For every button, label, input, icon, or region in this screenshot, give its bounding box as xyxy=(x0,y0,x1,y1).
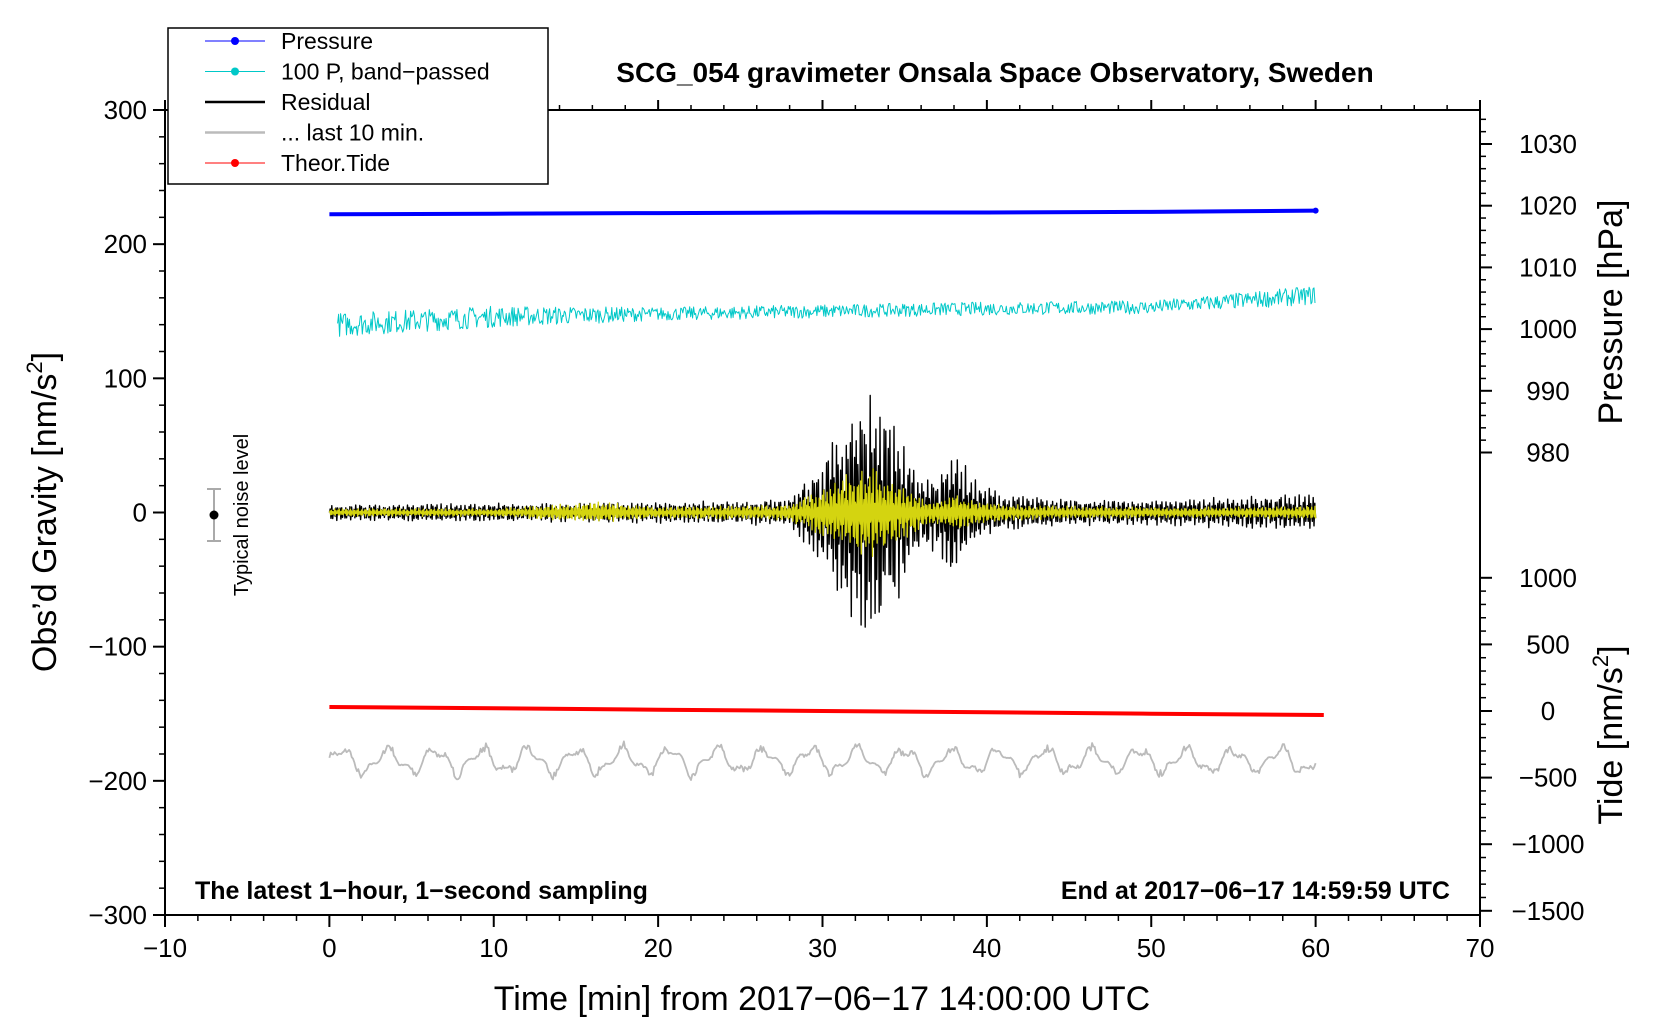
x-tick-label: 20 xyxy=(644,933,673,963)
y-tick-label: 300 xyxy=(104,95,147,125)
annotation-sampling: The latest 1−hour, 1−second sampling xyxy=(195,877,648,905)
series-pressure-end-marker xyxy=(1312,207,1319,214)
annotation-end-time: End at 2017−06−17 14:59:59 UTC xyxy=(1061,877,1450,905)
legend-box xyxy=(167,27,549,185)
pressure-tick-label: 1030 xyxy=(1519,129,1577,159)
y-axis-title-tide-sup: 2 xyxy=(1588,655,1613,667)
tide-tick-label: 1000 xyxy=(1519,563,1577,593)
x-tick-label: −10 xyxy=(143,933,187,963)
legend-label: ... last 10 min. xyxy=(281,120,424,146)
y-axis-title-tide: Tide [nm/s2] xyxy=(1588,645,1630,824)
x-tick-label: 40 xyxy=(972,933,1001,963)
y-tick-label: 200 xyxy=(104,229,147,259)
tide-tick-label: −500 xyxy=(1519,763,1578,793)
pressure-tick-label: 1020 xyxy=(1519,191,1577,221)
tide-tick-label: 500 xyxy=(1526,629,1569,659)
y-tick-label: 0 xyxy=(133,498,147,528)
series-last-10-min xyxy=(328,740,1317,781)
y-axis-title-gravity: Obs’d Gravity [nm/s2] xyxy=(22,352,64,672)
series-pressure xyxy=(329,208,1316,217)
legend-marker xyxy=(231,37,239,45)
noise-level-indicator: Typical noise level xyxy=(207,434,253,596)
legend-marker xyxy=(231,67,239,76)
y-axis-title-gravity-sup: 2 xyxy=(22,361,47,373)
noise-level-dot xyxy=(209,510,219,520)
x-tick-label: 10 xyxy=(479,933,508,963)
pressure-tick-label: 990 xyxy=(1526,376,1569,406)
chart-title: SCG_054 gravimeter Onsala Space Observat… xyxy=(616,57,1373,88)
tide-tick-label: −1000 xyxy=(1511,829,1584,859)
tide-tick-label: 0 xyxy=(1541,696,1555,726)
legend-entries: Pressure 100 P, band−passed Residual ... la… xyxy=(205,28,490,176)
y-tick-label: −100 xyxy=(88,632,147,662)
noise-level-label: Typical noise level xyxy=(231,434,253,596)
ticks-layer: −10 0 10 20 30 40 50 60 703002001000−100−200−300… xyxy=(88,95,1584,963)
series-theoretical-tide xyxy=(329,705,1324,717)
pressure-tick-label: 1000 xyxy=(1519,314,1577,344)
legend-label: Residual xyxy=(281,89,371,115)
y-axis-title-tide-main: Tide [nm/s xyxy=(1592,667,1630,824)
series-filtered xyxy=(328,468,1317,558)
legend-label: Theor.Tide xyxy=(281,150,390,176)
series-residual xyxy=(328,394,1317,628)
series-band-passed-pressure xyxy=(337,286,1316,337)
legend-label: Pressure xyxy=(281,28,373,54)
legend-marker xyxy=(231,159,239,167)
x-tick-label: 0 xyxy=(322,933,336,963)
series-layer xyxy=(328,207,1324,781)
y-axis-title-pressure: Pressure [hPa] xyxy=(1592,200,1630,425)
x-tick-label: 70 xyxy=(1466,933,1495,963)
pressure-tick-label: 980 xyxy=(1526,438,1569,468)
x-tick-label: 30 xyxy=(808,933,837,963)
pressure-tick-label: 1010 xyxy=(1519,252,1577,282)
y-tick-label: −200 xyxy=(88,766,147,796)
legend-label: 100 P, band−passed xyxy=(281,59,490,85)
y-axis-title-gravity-close: ] xyxy=(26,352,64,361)
tide-tick-label: −1500 xyxy=(1511,896,1584,926)
legend: Pressure 100 P, band−passed Residual ... la… xyxy=(167,27,549,185)
y-axis-title-tide-close: ] xyxy=(1592,645,1630,654)
y-tick-label: 100 xyxy=(104,363,147,393)
x-tick-label: 50 xyxy=(1137,933,1166,963)
x-axis-title: Time [min] from 2017−06−17 14:00:00 UTC xyxy=(494,980,1150,1018)
y-tick-label: −300 xyxy=(88,900,147,930)
y-axis-title-gravity-main: Obs’d Gravity [nm/s xyxy=(26,374,64,673)
x-tick-label: 60 xyxy=(1301,933,1330,963)
